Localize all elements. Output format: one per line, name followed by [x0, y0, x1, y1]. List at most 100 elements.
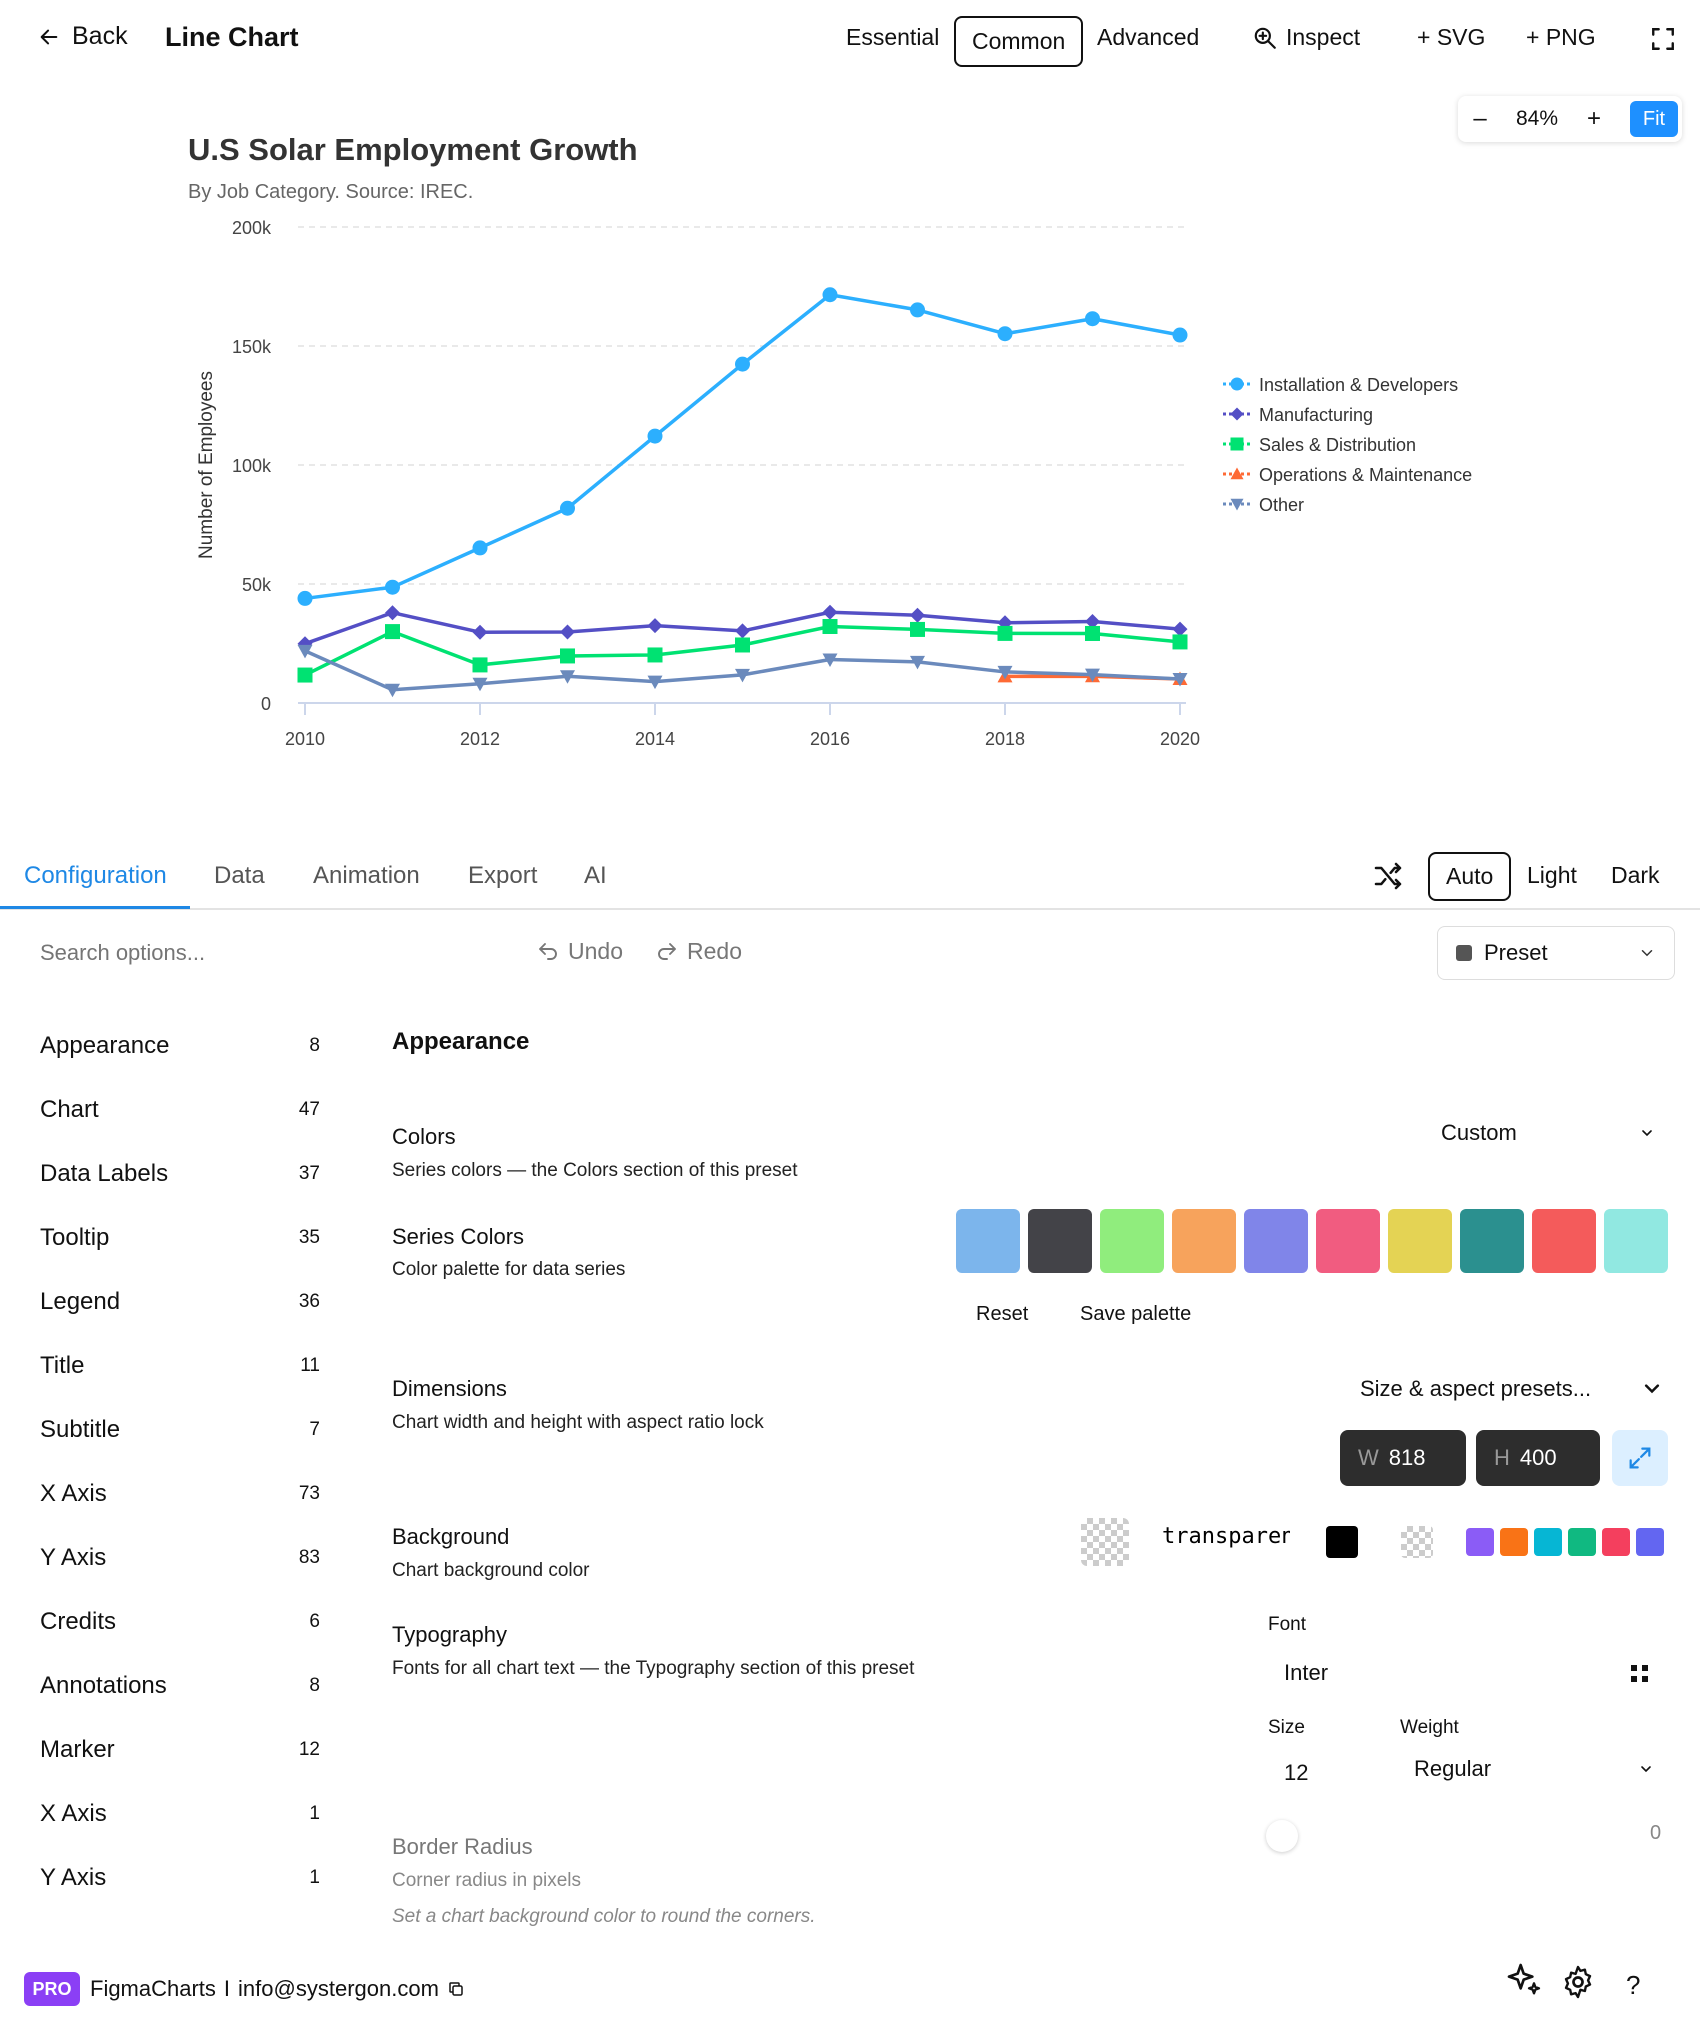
quick-color-swatch[interactable] — [1602, 1528, 1630, 1556]
theme-dark-button[interactable]: Dark — [1611, 862, 1660, 888]
fullscreen-button[interactable] — [1650, 26, 1676, 55]
back-button[interactable]: Back — [38, 22, 128, 51]
palette-swatch[interactable] — [1172, 1209, 1236, 1273]
data-point[interactable] — [385, 579, 400, 595]
palette-swatch[interactable] — [1532, 1209, 1596, 1273]
data-point[interactable] — [997, 625, 1013, 641]
data-point[interactable] — [1172, 634, 1188, 650]
copy-icon[interactable] — [447, 1980, 465, 1998]
background-transparent-swatch[interactable] — [1401, 1526, 1433, 1558]
data-point[interactable] — [997, 665, 1013, 680]
tab-data[interactable]: Data — [214, 862, 265, 889]
quick-color-swatch[interactable] — [1466, 1528, 1494, 1556]
data-point[interactable] — [385, 605, 400, 621]
data-point[interactable] — [647, 647, 663, 663]
sidebar-item-title[interactable]: Title 11 — [40, 1346, 320, 1386]
data-point[interactable] — [472, 657, 488, 673]
zoom-out-button[interactable]: – — [1458, 105, 1502, 133]
data-point[interactable] — [560, 670, 575, 684]
sidebar-item-y-axis-secondary[interactable]: Y Axis 1 — [40, 1858, 320, 1898]
palette-swatch[interactable] — [1388, 1209, 1452, 1273]
sidebar-item-legend[interactable]: Legend 36 — [40, 1282, 320, 1322]
data-point[interactable] — [1172, 673, 1188, 687]
data-point[interactable] — [472, 540, 488, 556]
size-presets-select[interactable]: Size & aspect presets... — [1360, 1376, 1662, 1402]
background-color-input[interactable] — [1162, 1524, 1290, 1549]
palette-swatch[interactable] — [1604, 1209, 1668, 1273]
font-select[interactable]: Inter — [1284, 1660, 1329, 1685]
palette-swatch[interactable] — [1460, 1209, 1524, 1273]
palette-swatch[interactable] — [1028, 1209, 1092, 1273]
drag-handle-icon[interactable] — [1630, 1664, 1650, 1689]
colors-select[interactable]: Custom — [1441, 1120, 1655, 1146]
data-point[interactable] — [297, 644, 313, 659]
sidebar-item-subtitle[interactable]: Subtitle 7 — [40, 1410, 320, 1450]
sidebar-item-chart[interactable]: Chart 47 — [40, 1090, 320, 1130]
data-point[interactable] — [1172, 621, 1188, 637]
data-point[interactable] — [822, 653, 838, 668]
theme-auto-button[interactable]: Auto — [1428, 852, 1512, 901]
background-color-swatch[interactable] — [1081, 1518, 1129, 1566]
redo-button[interactable]: Redo — [655, 938, 742, 965]
quick-color-swatch[interactable] — [1568, 1528, 1596, 1556]
zoom-in-button[interactable]: + — [1572, 105, 1616, 133]
palette-swatch[interactable] — [1100, 1209, 1164, 1273]
data-point[interactable] — [910, 607, 925, 623]
legend-item[interactable]: Manufacturing — [1223, 405, 1373, 425]
quick-color-swatch[interactable] — [1500, 1528, 1528, 1556]
font-size-input[interactable]: 12 — [1284, 1760, 1309, 1785]
sidebar-item-marker[interactable]: Marker 12 — [40, 1730, 320, 1770]
support-email[interactable]: info@systergon.com — [238, 1976, 439, 2001]
font-weight-select[interactable]: Regular — [1414, 1756, 1654, 1782]
border-radius-slider-thumb[interactable] — [1266, 1820, 1298, 1852]
quick-color-swatch[interactable] — [1636, 1528, 1664, 1556]
data-point[interactable] — [560, 500, 575, 516]
help-button[interactable]: ? — [1626, 1970, 1641, 2000]
add-svg-button[interactable]: + SVG — [1417, 24, 1486, 50]
tab-configuration[interactable]: Configuration — [24, 862, 167, 889]
data-point[interactable] — [1085, 625, 1100, 641]
sidebar-item-annotations[interactable]: Annotations 8 — [40, 1666, 320, 1706]
data-point[interactable] — [385, 683, 400, 698]
inspect-button[interactable]: Inspect — [1252, 24, 1360, 51]
background-black-swatch[interactable] — [1326, 1526, 1358, 1558]
level-advanced-button[interactable]: Advanced — [1097, 24, 1200, 50]
data-point[interactable] — [822, 287, 838, 303]
data-point[interactable] — [560, 648, 575, 664]
data-point[interactable] — [910, 302, 925, 318]
legend-item[interactable]: Installation & Developers — [1223, 375, 1458, 395]
save-palette-button[interactable]: Save palette — [1080, 1303, 1192, 1325]
sidebar-item-x-axis[interactable]: X Axis 73 — [40, 1474, 320, 1514]
sidebar-item-credits[interactable]: Credits 6 — [40, 1602, 320, 1642]
undo-button[interactable]: Undo — [536, 938, 623, 965]
palette-swatch[interactable] — [956, 1209, 1020, 1273]
data-point[interactable] — [1172, 327, 1188, 343]
ai-sparkle-button[interactable] — [1504, 1960, 1544, 2003]
data-point[interactable] — [647, 428, 663, 444]
data-point[interactable] — [1085, 668, 1100, 683]
level-common-button[interactable]: Common — [954, 16, 1084, 67]
data-point[interactable] — [735, 637, 750, 653]
data-point[interactable] — [735, 356, 750, 372]
level-essential-button[interactable]: Essential — [846, 24, 940, 50]
data-point[interactable] — [822, 618, 838, 634]
aspect-lock-button[interactable] — [1612, 1430, 1668, 1486]
sidebar-item-x-axis-secondary[interactable]: X Axis 1 — [40, 1794, 320, 1834]
data-point[interactable] — [997, 326, 1013, 342]
palette-swatch[interactable] — [1316, 1209, 1380, 1273]
height-input[interactable]: H 400 — [1476, 1430, 1600, 1486]
quick-color-swatch[interactable] — [1534, 1528, 1562, 1556]
search-input[interactable] — [40, 940, 480, 966]
theme-light-button[interactable]: Light — [1527, 862, 1577, 888]
data-point[interactable] — [647, 618, 663, 634]
sidebar-item-y-axis[interactable]: Y Axis 83 — [40, 1538, 320, 1578]
tab-animation[interactable]: Animation — [313, 862, 420, 889]
shuffle-button[interactable] — [1372, 860, 1404, 895]
data-point[interactable] — [297, 590, 313, 606]
data-point[interactable] — [822, 604, 838, 620]
tab-ai[interactable]: AI — [584, 862, 607, 889]
data-point[interactable] — [472, 677, 488, 692]
settings-button[interactable] — [1560, 1964, 1596, 2003]
data-point[interactable] — [910, 621, 925, 637]
data-point[interactable] — [735, 668, 750, 683]
